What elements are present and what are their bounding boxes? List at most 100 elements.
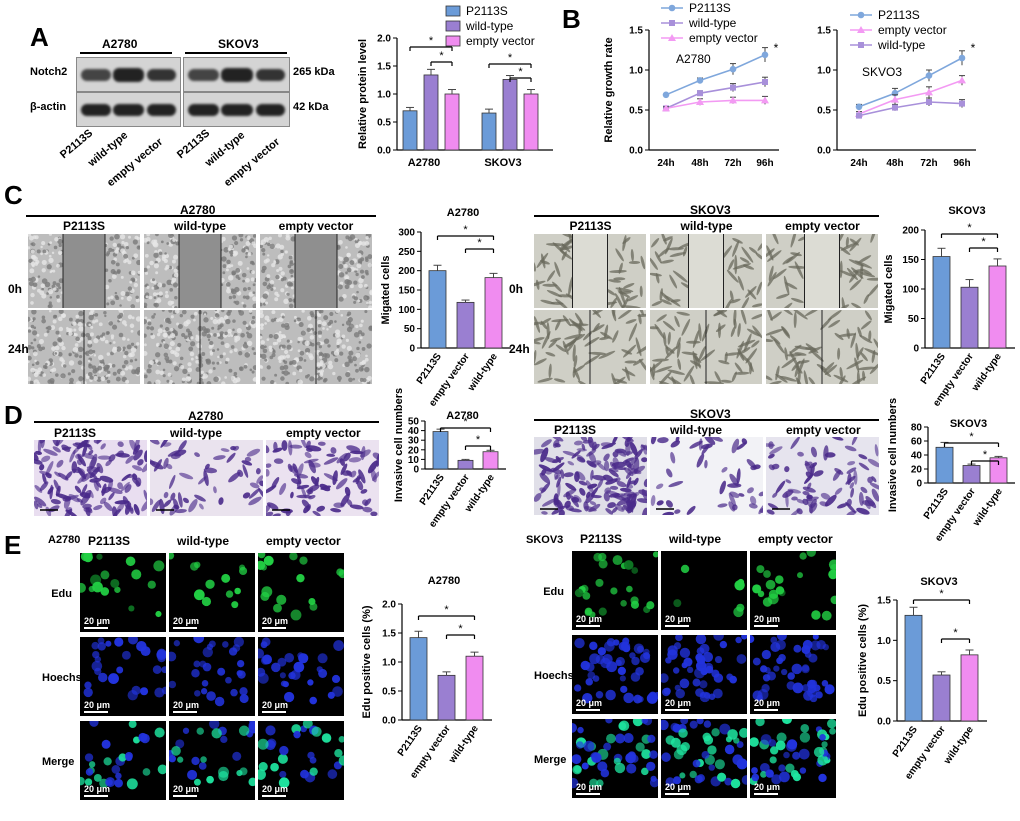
y-tick-label: 1.5 (877, 596, 891, 607)
x-tick-label: 24h (850, 158, 867, 169)
micrograph (266, 440, 379, 516)
data-point (891, 95, 899, 103)
y-tick-label: 1.5 (629, 26, 643, 37)
significance-star: * (518, 66, 523, 78)
c-a2780-title: A2780 (180, 203, 216, 217)
blot-strip-notch2-a2780 (76, 57, 181, 92)
scale-bar (84, 627, 108, 629)
y-tick-label: 0.0 (382, 716, 396, 727)
legend-label: wild-type (688, 16, 737, 30)
bar (482, 451, 499, 470)
y-axis-label: Migated cells (883, 254, 895, 323)
scale-bar-label: 20 μm (262, 616, 289, 626)
x-tick-label: 24h (657, 158, 674, 169)
scale-bar (262, 711, 286, 713)
data-point (958, 76, 966, 84)
micrograph: 20 μm (80, 637, 166, 716)
scale-bar (262, 795, 286, 797)
bar (962, 465, 981, 484)
data-point (761, 51, 769, 59)
column-label: P2113S (54, 426, 97, 440)
scale-bar-label: 20 μm (84, 784, 111, 794)
data-point (662, 91, 670, 99)
bar (988, 265, 1007, 349)
bar (409, 637, 428, 721)
micrograph: 20 μm (258, 637, 344, 716)
micrograph (28, 234, 140, 308)
legend-marker (857, 26, 865, 33)
series-line (858, 79, 963, 115)
significance-star: * (458, 623, 463, 635)
size-label-265: 265 kDa (293, 66, 335, 78)
x-tick-label: P2113S (396, 723, 425, 758)
y-tick-label: 250 (398, 247, 415, 258)
blot-title-a2780: A2780 (102, 37, 138, 51)
chart-title: A2780 (446, 410, 478, 422)
y-tick-label: 150 (902, 255, 919, 266)
micrograph: 20 μm (661, 551, 747, 630)
y-tick-label: 0.0 (629, 146, 643, 157)
d-skov3-title: SKOV3 (690, 407, 731, 421)
panel-letter-e: E (4, 530, 22, 560)
chart-title: SKOV3 (948, 205, 985, 217)
blot-title-skov3: SKOV3 (218, 37, 259, 51)
micrograph (260, 234, 372, 308)
micrograph: 20 μm (169, 721, 255, 800)
micrograph (766, 437, 879, 515)
micrograph: 20 μm (169, 637, 255, 716)
scale-bar (84, 711, 108, 713)
y-tick-label: 0.5 (377, 118, 391, 129)
significance-star: * (981, 236, 986, 248)
column-label: P2113S (554, 423, 597, 437)
scale-bar-label: 20 μm (576, 782, 603, 792)
column-label: wild-type (669, 532, 722, 546)
row-label: Merge (42, 756, 75, 768)
y-tick-label: 0.0 (817, 146, 831, 157)
significance-star: * (983, 449, 988, 461)
column-label: empty vector (278, 219, 354, 233)
scale-bar (754, 709, 778, 711)
significance-star: * (939, 588, 944, 600)
scale-bar (576, 793, 600, 795)
micrograph: 20 μm (572, 635, 658, 714)
significance-star: * (953, 627, 958, 639)
protein-label-notch2: Notch2 (30, 66, 68, 78)
data-point (662, 104, 670, 112)
y-tick-label: 20 (408, 445, 420, 456)
y-tick-label: 0.5 (817, 106, 831, 117)
data-point (762, 79, 768, 85)
significance-star: * (463, 224, 468, 236)
column-label: empty vector (286, 426, 361, 440)
column-label: empty vector (758, 532, 833, 546)
micrograph: 20 μm (80, 721, 166, 800)
micrograph: 20 μm (661, 719, 747, 798)
legend-swatch (445, 35, 461, 47)
bar (484, 277, 503, 349)
x-tick-label: P2113S (415, 351, 444, 386)
y-tick-label: 1.0 (629, 66, 643, 77)
data-point (856, 112, 862, 119)
x-tick-label: 72h (724, 158, 741, 169)
data-point (958, 54, 966, 62)
significance-star: * (774, 41, 779, 55)
micrograph: 20 μm (661, 635, 747, 714)
series-line (858, 57, 963, 108)
micrograph: 20 μm (169, 553, 255, 632)
column-label: wild-type (173, 219, 226, 233)
data-point (926, 99, 932, 105)
column-label: empty vector (786, 423, 861, 437)
y-tick-label: 1.5 (377, 62, 391, 73)
micrograph (766, 234, 878, 308)
scale-bar (173, 795, 197, 797)
data-point (892, 104, 898, 111)
scale-bar-label: 20 μm (576, 698, 603, 708)
scale-bar (576, 625, 600, 627)
y-tick-label: 1.0 (817, 66, 831, 77)
micrograph (260, 310, 372, 384)
x-tick-label: 48h (886, 158, 903, 169)
panel-letter-d: D (4, 400, 23, 430)
panel-letter-b: B (562, 4, 581, 34)
e-a2780-title: A2780 (48, 534, 81, 546)
y-tick-label: 0.0 (377, 146, 391, 157)
